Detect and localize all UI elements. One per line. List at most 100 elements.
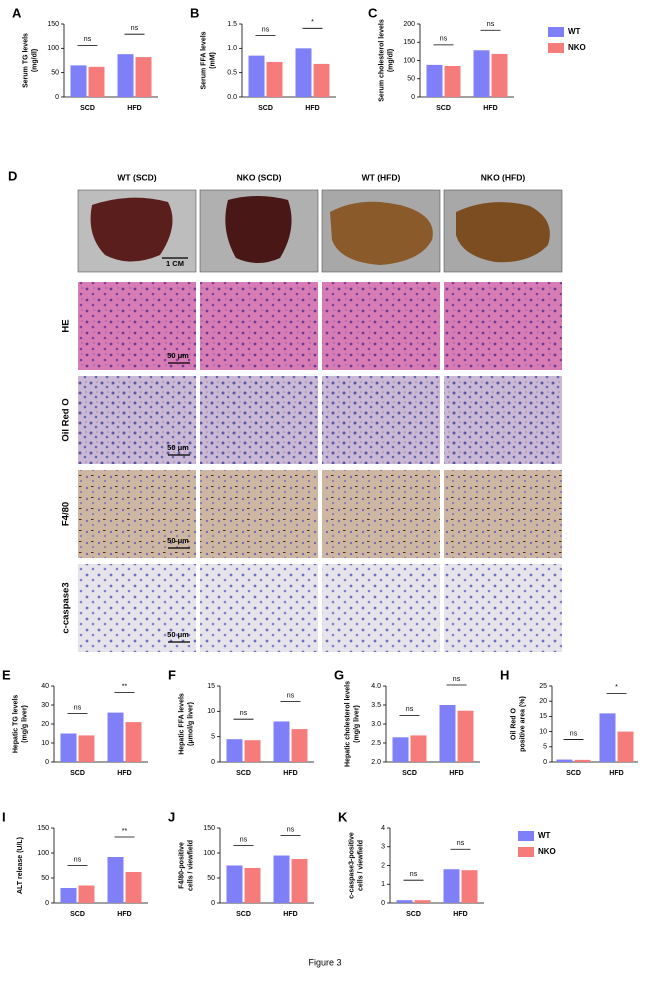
significance-label: ** [122, 828, 128, 835]
row-label: c-caspase3 [61, 582, 72, 633]
y-tick-label: 0 [211, 759, 215, 766]
y-tick-label: 100 [403, 57, 415, 64]
tile [322, 282, 440, 370]
y-tick-label: 0 [211, 900, 215, 907]
significance-label: ns [287, 826, 295, 833]
bar [396, 900, 413, 903]
panel-letter: B [190, 5, 199, 20]
x-tick-label: SCD [402, 770, 417, 777]
y-axis-label: Oil Red O [510, 708, 517, 740]
y-tick-label: 1.0 [227, 45, 237, 52]
y-tick-label: 5 [543, 744, 547, 751]
y-axis-label: (mg/dl) [31, 49, 38, 72]
y-tick-label: 4.0 [371, 683, 381, 690]
significance-label: ns [84, 36, 92, 43]
y-tick-label: 30 [41, 702, 49, 709]
x-tick-label: SCD [236, 911, 251, 918]
x-tick-label: HFD [483, 105, 497, 112]
y-tick-label: 1 [381, 881, 385, 888]
legend-swatch [518, 847, 534, 857]
bar [444, 65, 461, 97]
y-tick-label: 20 [41, 721, 49, 728]
y-tick-label: 0 [381, 900, 385, 907]
significance-label: ns [410, 871, 418, 878]
y-axis-label: (mg/dl) [387, 49, 394, 72]
x-tick-label: SCD [436, 105, 451, 112]
bar [78, 885, 95, 903]
bar [410, 735, 427, 762]
y-tick-label: 40 [41, 683, 49, 690]
bar [291, 859, 308, 903]
y-axis-label: Serum TG levels [22, 33, 29, 88]
scale-label: 50 μm [167, 536, 189, 545]
x-tick-label: SCD [406, 911, 421, 918]
y-tick-label: 150 [203, 825, 215, 832]
panel-letter: A [12, 5, 22, 20]
column-header: WT (SCD) [117, 172, 156, 182]
y-tick-label: 50 [51, 70, 59, 77]
tile [444, 282, 562, 370]
significance-label: ns [74, 704, 82, 711]
y-axis-label: Serum cholesterol levels [378, 19, 385, 102]
tile [322, 470, 440, 558]
y-tick-label: 1.5 [227, 21, 237, 28]
y-axis-label: c-caspase3-positive [348, 832, 355, 899]
x-tick-label: SCD [258, 105, 273, 112]
significance-label: ns [440, 36, 448, 43]
y-tick-label: 3.5 [371, 702, 381, 709]
bar [88, 66, 105, 97]
y-tick-label: 100 [203, 850, 215, 857]
bar [491, 53, 508, 97]
y-tick-label: 10 [41, 740, 49, 747]
column-header: NKO (HFD) [481, 172, 526, 182]
y-tick-label: 150 [47, 21, 59, 28]
bar [439, 705, 456, 762]
x-tick-label: HFD [609, 770, 623, 777]
panel-letter: K [338, 809, 348, 824]
y-axis-label: (mM) [209, 52, 216, 69]
panel-letter: E [2, 667, 11, 682]
y-tick-label: 3.0 [371, 721, 381, 728]
significance-label: ns [240, 836, 248, 843]
y-tick-label: 150 [403, 39, 415, 46]
row-labels: HE Oil Red O F4/80 c-caspase3 [61, 319, 72, 633]
bar [125, 872, 142, 903]
y-axis-label: ALT release (U/L) [17, 837, 24, 894]
tile [78, 376, 196, 464]
y-axis-label: (mg/g liver) [21, 705, 28, 743]
bar [473, 50, 490, 97]
tile [200, 376, 318, 464]
histology [78, 282, 562, 652]
bar [556, 759, 573, 762]
bar [248, 55, 265, 97]
x-tick-label: HFD [117, 911, 131, 918]
y-tick-label: 0.0 [227, 94, 237, 101]
x-tick-label: HFD [449, 770, 463, 777]
y-tick-label: 2 [381, 862, 385, 869]
tile [322, 376, 440, 464]
y-tick-label: 100 [47, 45, 59, 52]
scale-label: 50 μm [167, 630, 189, 639]
y-tick-label: 25 [539, 683, 547, 690]
bar [60, 888, 77, 903]
y-tick-label: 0 [543, 759, 547, 766]
y-axis-label: (μmol/g liver) [187, 702, 194, 746]
y-axis-label: Hepatic FFA levels [178, 693, 185, 755]
liver [90, 197, 173, 262]
y-tick-label: 20 [539, 698, 547, 705]
bar [291, 729, 308, 762]
bar [117, 54, 134, 97]
tile [78, 470, 196, 558]
x-tick-label: HFD [117, 770, 131, 777]
column-headers: WT (SCD) NKO (SCD) WT (HFD) NKO (HFD) [117, 172, 525, 182]
bar [266, 61, 283, 97]
bar [273, 855, 290, 903]
x-tick-label: HFD [283, 911, 297, 918]
legend-label: WT [538, 831, 551, 840]
scale-bars: 50 μm 50 μm 50 μm 50 μm [167, 351, 190, 643]
bar [273, 721, 290, 762]
y-axis-label: positive area (%) [519, 696, 526, 752]
bar [295, 48, 312, 97]
x-tick-label: SCD [80, 105, 95, 112]
row-label: F4/80 [61, 502, 72, 526]
